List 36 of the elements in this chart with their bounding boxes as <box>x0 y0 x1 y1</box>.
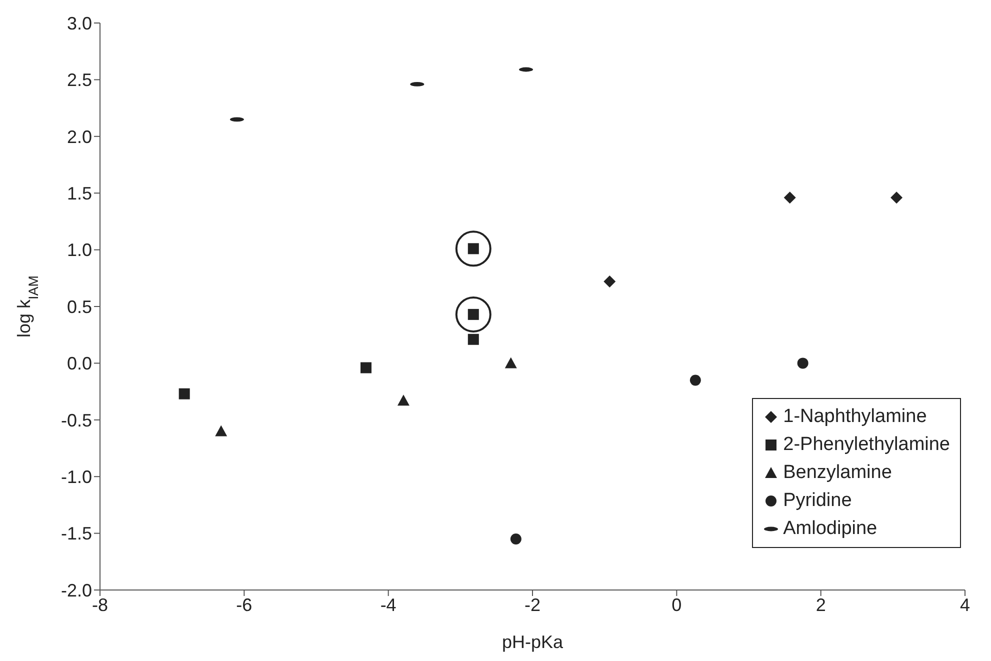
point <box>215 425 228 436</box>
y-tick-label: -2.0 <box>60 580 92 600</box>
x-axis-title: pH-pKa <box>502 632 564 652</box>
point <box>178 388 190 400</box>
point <box>797 358 808 369</box>
point <box>784 192 796 204</box>
legend-label: Benzylamine <box>783 461 892 485</box>
point <box>890 192 903 204</box>
x-tick-label: -8 <box>92 594 108 615</box>
point <box>604 276 616 288</box>
point <box>690 374 701 386</box>
y-tick-label: 2.0 <box>66 126 92 147</box>
x-tick-label: -2 <box>524 594 541 615</box>
x-tick-label: 2 <box>816 594 826 615</box>
point <box>360 362 372 374</box>
x-tick-label: -6 <box>236 594 252 615</box>
point <box>468 334 479 345</box>
x-tick-label: 0 <box>672 594 682 615</box>
y-tick-label: -0.5 <box>60 410 92 430</box>
point <box>397 394 410 406</box>
legend-label: 2-Phenylethylamine <box>783 433 950 457</box>
legend-label: Amlodipine <box>783 517 878 541</box>
y-tick-label: 1.5 <box>66 183 92 204</box>
point <box>504 357 517 368</box>
y-tick-label: 1.0 <box>66 240 92 260</box>
y-tick-label: 3.0 <box>66 13 92 34</box>
y-tick-label: 0.0 <box>66 354 92 374</box>
y-tick-label: 2.5 <box>66 70 92 90</box>
x-tick-label: -4 <box>380 594 396 615</box>
y-tick-label: -1.5 <box>60 524 92 544</box>
x-tick-label: 4 <box>960 594 970 615</box>
legend-label: 1-Naphthylamine <box>783 405 927 429</box>
y-tick-label: -1.0 <box>60 466 92 487</box>
legend-label: Pyridine <box>783 489 852 513</box>
point <box>510 533 522 544</box>
y-tick-label: 0.5 <box>66 296 92 317</box>
